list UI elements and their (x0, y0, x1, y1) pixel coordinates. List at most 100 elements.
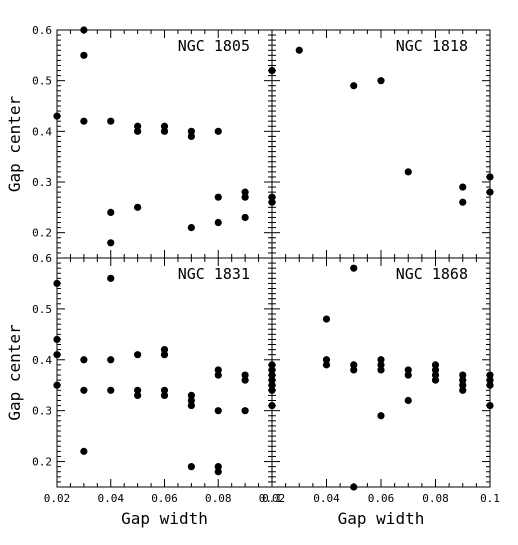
data-point (214, 407, 222, 415)
data-point (107, 239, 115, 247)
y-tick-label: 0.3 (32, 176, 52, 189)
data-point (107, 386, 115, 394)
data-point (241, 371, 249, 379)
data-point (350, 366, 358, 374)
data-point (160, 386, 169, 394)
y-tick-label: 0.6 (32, 24, 52, 37)
data-point (160, 351, 169, 359)
y-axis-title: Gap center (5, 324, 24, 421)
x-tick-label: 0.04 (98, 492, 125, 505)
data-point (241, 213, 249, 222)
data-point (486, 188, 494, 196)
data-point (268, 361, 276, 369)
data-point (268, 376, 276, 384)
data-point (53, 112, 61, 120)
y-tick-label: 0.2 (32, 227, 52, 240)
y-tick-label: 0.4 (32, 125, 52, 138)
data-point (134, 391, 142, 399)
data-point (80, 51, 88, 59)
data-point (187, 132, 195, 140)
y-axis-title: Gap center (5, 95, 24, 192)
data-point (80, 386, 88, 394)
data-point (107, 117, 115, 125)
y-tick-label: 0.5 (32, 303, 52, 316)
data-point (322, 315, 331, 323)
data-point (53, 335, 61, 344)
data-point (134, 351, 142, 359)
data-point (268, 198, 276, 206)
data-point (53, 279, 61, 288)
data-point (53, 381, 61, 389)
data-point (187, 396, 195, 405)
data-point (431, 371, 440, 379)
data-point (214, 127, 222, 135)
data-point (268, 193, 276, 201)
data-point (134, 203, 142, 211)
data-point (377, 356, 385, 364)
panel-title: NGC 1805 (178, 37, 250, 55)
data-point (241, 376, 249, 384)
data-point (241, 188, 249, 196)
y-tick-label: 0.5 (32, 75, 52, 88)
x-tick-label: 0.08 (422, 492, 449, 505)
data-point (404, 168, 412, 176)
data-point (214, 463, 222, 471)
y-tick-label: 0.3 (32, 405, 52, 418)
panel-title: NGC 1818 (396, 37, 468, 55)
x-tick-label: 0.1 (480, 492, 500, 505)
data-point (459, 183, 467, 191)
data-point (404, 371, 412, 379)
data-point (486, 371, 494, 379)
data-point (187, 463, 195, 471)
data-point (134, 127, 142, 135)
data-point (459, 381, 467, 389)
panel-frame (56, 29, 273, 259)
data-point (187, 127, 195, 135)
data-point (431, 361, 440, 369)
data-point (80, 117, 88, 125)
data-point (241, 407, 249, 415)
data-point (486, 173, 494, 181)
data-point (377, 361, 385, 369)
panel-frame (56, 257, 273, 488)
data-point (459, 198, 467, 206)
data-point (214, 371, 222, 379)
panel-frame (271, 29, 491, 259)
data-point (160, 346, 169, 354)
data-point (214, 366, 222, 374)
data-point (486, 376, 494, 384)
x-axis-title: Gap width (121, 509, 208, 528)
data-point (187, 224, 195, 232)
data-point (80, 26, 88, 34)
x-tick-label: 0.04 (313, 492, 340, 505)
data-point (107, 208, 115, 216)
x-tick-label: 0.02 (259, 492, 286, 505)
data-point (268, 371, 276, 379)
data-point (107, 274, 115, 282)
data-point (322, 361, 331, 369)
panel-title: NGC 1868 (396, 265, 468, 283)
data-point (486, 381, 494, 389)
x-axis-title: Gap width (338, 509, 425, 528)
data-point (350, 264, 358, 272)
data-point (322, 356, 331, 364)
data-point (241, 193, 249, 201)
data-point (214, 468, 222, 476)
data-point (404, 396, 412, 405)
data-point (268, 381, 276, 389)
data-point (486, 401, 494, 410)
y-tick-label: 0.6 (32, 252, 52, 265)
x-tick-label: 0.06 (151, 492, 178, 505)
data-point (350, 361, 358, 369)
data-point (160, 127, 169, 135)
data-point (377, 366, 385, 374)
data-point (459, 371, 467, 379)
data-point (431, 376, 440, 384)
x-tick-label: 0.02 (44, 492, 71, 505)
data-point (459, 376, 467, 384)
data-point (377, 77, 385, 85)
data-point (80, 356, 88, 364)
data-point (350, 483, 358, 491)
data-point (377, 412, 385, 420)
data-point (268, 366, 276, 374)
